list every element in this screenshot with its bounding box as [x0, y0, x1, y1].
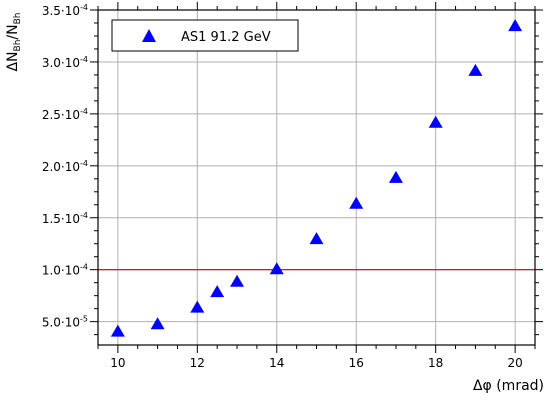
y-tick-label: 3.0·10-4	[42, 55, 88, 70]
y-tick-label: 1.0·10-4	[42, 263, 88, 278]
data-point-triangle	[230, 275, 244, 287]
y-label-slash: /N	[5, 24, 21, 39]
x-tick-label: 18	[428, 356, 443, 370]
data-point-triangle	[508, 19, 522, 31]
y-label-sub2: Bh	[13, 12, 23, 24]
x-tick-label: 14	[269, 356, 284, 370]
data-point-triangle	[349, 197, 363, 209]
legend: AS1 91.2 GeV	[112, 20, 298, 51]
data-point-triangle	[270, 262, 284, 274]
data-point-triangle	[210, 285, 224, 297]
y-tick-label: 2.0·10-4	[42, 159, 88, 174]
y-tick-label: 5.0·10-5	[42, 315, 88, 330]
x-tick-label: 16	[349, 356, 364, 370]
y-label-sub1: Bh	[13, 40, 23, 52]
y-label-main: ΔN	[5, 51, 21, 71]
axes	[90, 2, 543, 353]
data-point-triangle	[151, 317, 165, 329]
y-tick-label: 1.5·10-4	[42, 211, 88, 226]
data-point-triangle	[111, 325, 125, 337]
x-tick-label: 12	[190, 356, 205, 370]
data-point-triangle	[190, 301, 204, 313]
plot-frame	[98, 10, 535, 345]
data-points	[111, 19, 522, 336]
legend-label: AS1 91.2 GeV	[181, 30, 271, 45]
tick-labels: 10 12 14 16 18 20 5.0·10-5 1.0·10-4 1.5·10-4 2.0·…	[42, 3, 523, 370]
y-tick-label: 3.5·10-4	[42, 3, 88, 18]
y-tick-label: 2.5·10-4	[42, 107, 88, 122]
x-axis-label: Δφ (mrad)	[473, 378, 544, 394]
data-point-triangle	[310, 232, 324, 244]
data-point-triangle	[389, 171, 403, 183]
x-tick-label: 10	[110, 356, 125, 370]
x-tick-label: 20	[507, 356, 522, 370]
grid-lines	[98, 10, 535, 345]
data-point-triangle	[429, 116, 443, 128]
y-axis-label: ΔNBh/NBh	[5, 12, 23, 71]
data-point-triangle	[468, 64, 482, 76]
